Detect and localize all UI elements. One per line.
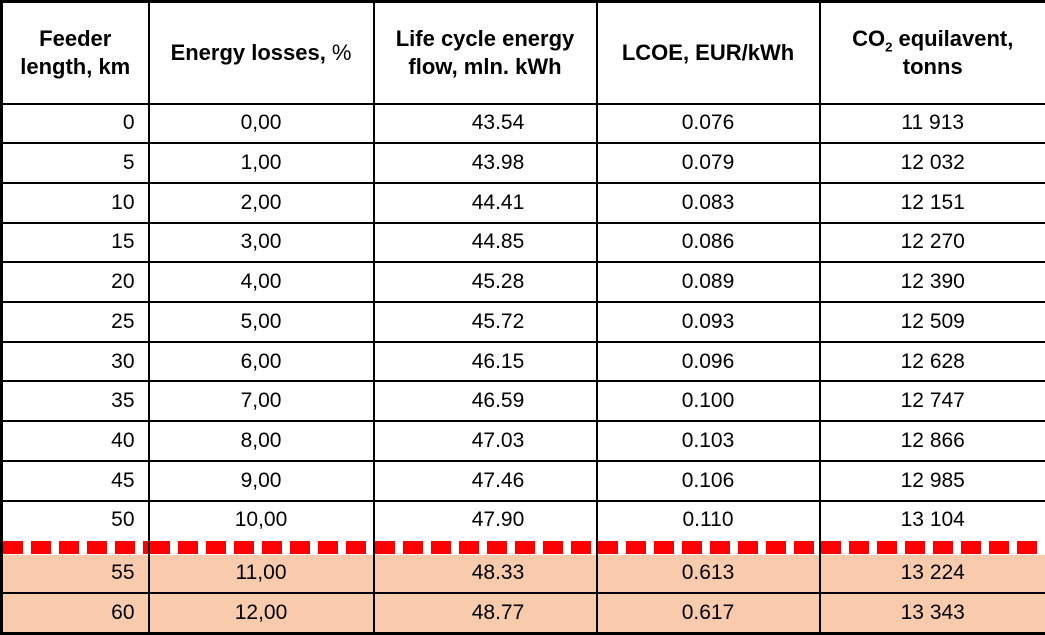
separator-dash-cell: [0, 538, 150, 555]
cell-energy-losses-pct: 5,00: [147, 301, 375, 343]
cell-feeder-length-km: 40: [0, 420, 150, 462]
table-row: 35 7,00 46.59 0.100 12 747: [0, 380, 1045, 423]
co2-label-rest: equilavent, tonns: [898, 25, 1014, 79]
threshold-separator-row: [0, 538, 1045, 555]
cell-energy-losses-pct: 0,00: [147, 102, 375, 145]
cell-energy-losses-pct: 10,00: [147, 499, 375, 540]
table-row: 25 5,00 45.72 0.093 12 509: [0, 301, 1045, 343]
cell-lcoe-eur-kwh: 0.093: [595, 301, 821, 343]
cell-life-cycle-energy-flow: 43.98: [372, 142, 598, 184]
cell-life-cycle-energy-flow: 43.54: [372, 102, 598, 145]
cell-lcoe-eur-kwh: 0.089: [595, 261, 821, 304]
cell-life-cycle-energy-flow: 45.28: [372, 261, 598, 304]
cell-feeder-length-km: 60: [0, 591, 150, 635]
cell-co2-equivalent-tonns: 12 270: [818, 221, 1045, 264]
cell-lcoe-eur-kwh: 0.613: [595, 553, 821, 594]
cell-co2-equivalent-tonns: 13 343: [818, 591, 1045, 635]
col-header-co2-equivalent: CO2 equilavent, tonns: [818, 0, 1045, 105]
cell-feeder-length-km: 55: [0, 553, 150, 594]
cell-energy-losses-pct: 1,00: [147, 142, 375, 184]
cell-lcoe-eur-kwh: 0.106: [595, 459, 821, 502]
col-header-energy-losses-unit: %: [331, 39, 352, 65]
cell-energy-losses-pct: 8,00: [147, 420, 375, 462]
cell-co2-equivalent-tonns: 12 151: [818, 181, 1045, 224]
cell-life-cycle-energy-flow: 46.15: [372, 340, 598, 383]
cell-energy-losses-pct: 6,00: [147, 340, 375, 383]
cell-lcoe-eur-kwh: 0.103: [595, 420, 821, 462]
cell-feeder-length-km: 50: [0, 499, 150, 540]
cell-lcoe-eur-kwh: 0.100: [595, 380, 821, 423]
cell-co2-equivalent-tonns: 12 509: [818, 301, 1045, 343]
cell-life-cycle-energy-flow: 44.41: [372, 181, 598, 224]
col-header-lcoe: LCOE, EUR/kWh: [595, 0, 821, 105]
col-header-energy-losses: Energy losses,%: [147, 0, 375, 105]
cell-life-cycle-energy-flow: 47.46: [372, 459, 598, 502]
header-row: Feeder length, km Energy losses,% Life c…: [0, 0, 1045, 105]
separator-dash-cell: [818, 538, 1045, 555]
table-row: 5 1,00 43.98 0.079 12 032: [0, 142, 1045, 184]
cell-life-cycle-energy-flow: 46.59: [372, 380, 598, 423]
cell-lcoe-eur-kwh: 0.096: [595, 340, 821, 383]
cell-feeder-length-km: 5: [0, 142, 150, 184]
cell-co2-equivalent-tonns: 11 913: [818, 102, 1045, 145]
cell-energy-losses-pct: 11,00: [147, 553, 375, 594]
table-row-highlighted: 55 11,00 48.33 0.613 13 224: [0, 553, 1045, 594]
cell-life-cycle-energy-flow: 45.72: [372, 301, 598, 343]
table-row: 40 8,00 47.03 0.103 12 866: [0, 420, 1045, 462]
cell-lcoe-eur-kwh: 0.079: [595, 142, 821, 184]
col-header-energy-losses-label: Energy losses,: [170, 39, 326, 65]
cell-feeder-length-km: 20: [0, 261, 150, 304]
cell-lcoe-eur-kwh: 0.110: [595, 499, 821, 540]
table-row: 50 10,00 47.90 0.110 13 104: [0, 499, 1045, 540]
cell-lcoe-eur-kwh: 0.086: [595, 221, 821, 264]
table-body: 0 0,00 43.54 0.076 11 913 5 1,00 43.98 0.079 12 0…: [0, 102, 1045, 635]
table-row: 30 6,00 46.15 0.096 12 628: [0, 340, 1045, 383]
table-row: 10 2,00 44.41 0.083 12 151: [0, 181, 1045, 224]
table-row: 0 0,00 43.54 0.076 11 913: [0, 102, 1045, 145]
col-header-life-cycle-energy: Life cycle energy flow, mln. kWh: [372, 0, 598, 105]
cell-feeder-length-km: 10: [0, 181, 150, 224]
cell-co2-equivalent-tonns: 13 104: [818, 499, 1045, 540]
cell-lcoe-eur-kwh: 0.617: [595, 591, 821, 635]
cell-life-cycle-energy-flow: 47.03: [372, 420, 598, 462]
separator-dash-cell: [372, 538, 598, 555]
co2-label-prefix: CO: [852, 25, 886, 51]
table-header: Feeder length, km Energy losses,% Life c…: [0, 0, 1045, 105]
cell-energy-losses-pct: 3,00: [147, 221, 375, 264]
table-row: 45 9,00 47.46 0.106 12 985: [0, 459, 1045, 502]
cell-feeder-length-km: 15: [0, 221, 150, 264]
table-row: 15 3,00 44.85 0.086 12 270: [0, 221, 1045, 264]
cell-energy-losses-pct: 12,00: [147, 591, 375, 635]
separator-dash-cell: [147, 538, 375, 555]
cell-co2-equivalent-tonns: 12 747: [818, 380, 1045, 423]
cell-energy-losses-pct: 4,00: [147, 261, 375, 304]
cell-life-cycle-energy-flow: 44.85: [372, 221, 598, 264]
cell-energy-losses-pct: 7,00: [147, 380, 375, 423]
cell-life-cycle-energy-flow: 48.77: [372, 591, 598, 635]
cell-feeder-length-km: 45: [0, 459, 150, 502]
separator-dash-cell: [595, 538, 821, 555]
cell-feeder-length-km: 35: [0, 380, 150, 423]
cell-co2-equivalent-tonns: 12 985: [818, 459, 1045, 502]
cell-life-cycle-energy-flow: 47.90: [372, 499, 598, 540]
cell-energy-losses-pct: 2,00: [147, 181, 375, 224]
cell-energy-losses-pct: 9,00: [147, 459, 375, 502]
col-header-feeder-length: Feeder length, km: [0, 0, 150, 105]
co2-subscript: 2: [885, 38, 893, 54]
cell-co2-equivalent-tonns: 12 390: [818, 261, 1045, 304]
table-row-highlighted: 60 12,00 48.77 0.617 13 343: [0, 591, 1045, 635]
cell-co2-equivalent-tonns: 12 628: [818, 340, 1045, 383]
cell-feeder-length-km: 30: [0, 340, 150, 383]
cell-co2-equivalent-tonns: 13 224: [818, 553, 1045, 594]
cell-lcoe-eur-kwh: 0.083: [595, 181, 821, 224]
cell-co2-equivalent-tonns: 12 032: [818, 142, 1045, 184]
cell-feeder-length-km: 25: [0, 301, 150, 343]
cell-co2-equivalent-tonns: 12 866: [818, 420, 1045, 462]
table-row: 20 4,00 45.28 0.089 12 390: [0, 261, 1045, 304]
cell-lcoe-eur-kwh: 0.076: [595, 102, 821, 145]
cell-feeder-length-km: 0: [0, 102, 150, 145]
cell-life-cycle-energy-flow: 48.33: [372, 553, 598, 594]
